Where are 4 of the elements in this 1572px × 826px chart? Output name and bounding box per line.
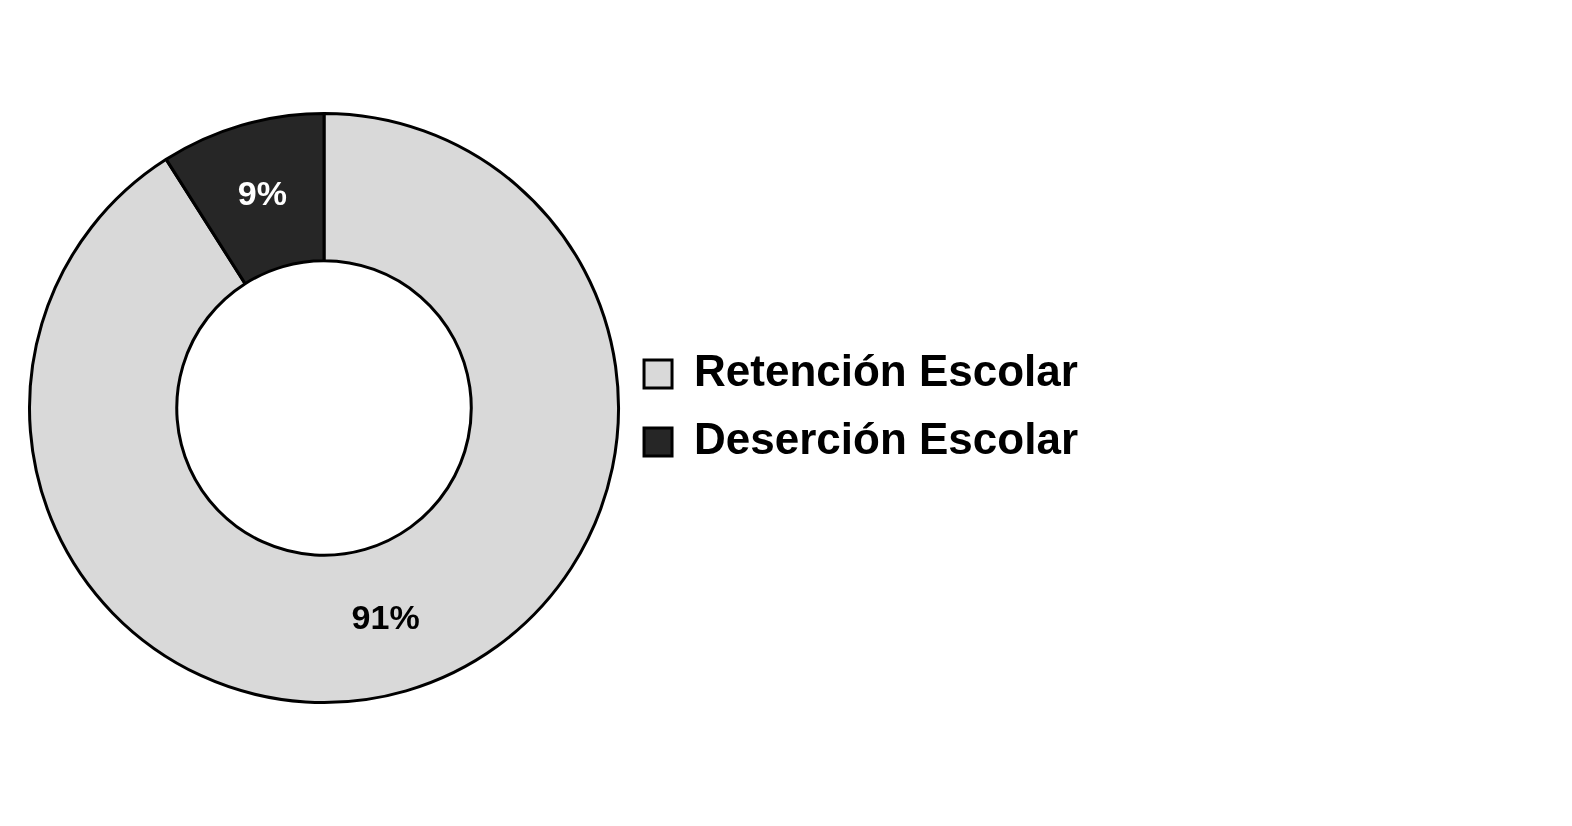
legend-label: Retención Escolar [694,346,1078,396]
legend-label: Deserción Escolar [694,414,1078,464]
data-label: 9% [237,174,287,213]
data-label: 91% [351,598,420,637]
